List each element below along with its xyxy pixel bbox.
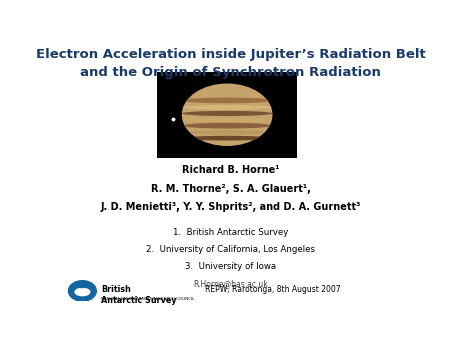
Ellipse shape (182, 136, 272, 141)
Ellipse shape (182, 83, 272, 146)
Text: British
Antarctic Survey: British Antarctic Survey (101, 285, 177, 305)
Ellipse shape (182, 118, 272, 122)
Ellipse shape (74, 288, 90, 296)
Ellipse shape (71, 284, 94, 288)
Ellipse shape (182, 123, 272, 128)
Text: 2.  University of California, Los Angeles: 2. University of California, Los Angeles (146, 245, 315, 254)
Text: 3.  University of Iowa: 3. University of Iowa (185, 262, 276, 271)
Text: REPW, Rarotonga, 8th August 2007: REPW, Rarotonga, 8th August 2007 (205, 285, 340, 294)
Ellipse shape (182, 130, 272, 135)
Text: R. M. Thorne², S. A. Glauert¹,: R. M. Thorne², S. A. Glauert¹, (151, 184, 310, 194)
Text: J. D. Menietti³, Y. Y. Shprits², and D. A. Gurnett³: J. D. Menietti³, Y. Y. Shprits², and D. … (100, 202, 361, 212)
Text: R.Horne@bas.ac.uk: R.Horne@bas.ac.uk (193, 279, 268, 288)
Text: 1.  British Antarctic Survey: 1. British Antarctic Survey (173, 228, 288, 237)
Circle shape (68, 280, 97, 302)
Bar (158, 72, 297, 158)
Ellipse shape (182, 105, 272, 110)
Text: NATURAL ENVIRONMENT RESEARCH COUNCIL: NATURAL ENVIRONMENT RESEARCH COUNCIL (101, 297, 195, 301)
Text: Electron Acceleration inside Jupiter’s Radiation Belt
and the Origin of Synchrot: Electron Acceleration inside Jupiter’s R… (36, 48, 426, 79)
Ellipse shape (182, 111, 272, 116)
Ellipse shape (182, 98, 272, 103)
Text: Richard B. Horne¹: Richard B. Horne¹ (182, 166, 279, 175)
